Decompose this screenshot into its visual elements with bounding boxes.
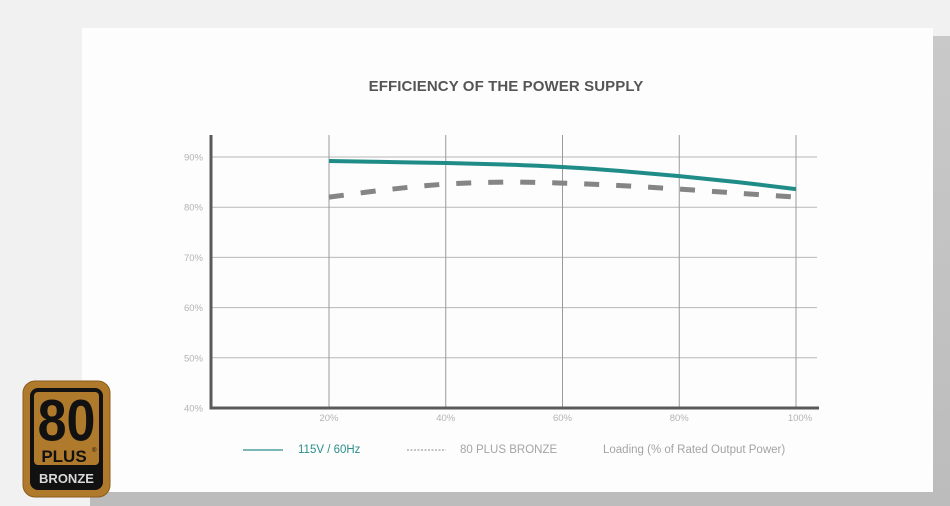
80-plus-bronze-badge: 80 PLUS ® BRONZE bbox=[22, 380, 111, 498]
x-gridlines bbox=[329, 135, 796, 408]
y-tick-label: 60% bbox=[184, 303, 204, 314]
badge-number: 80 bbox=[38, 388, 96, 453]
y-tick-label: 70% bbox=[184, 253, 204, 264]
x-tick-label: 40% bbox=[436, 413, 456, 424]
x-axis-title: Loading (% of Rated Output Power) bbox=[603, 444, 785, 456]
y-tick-label: 40% bbox=[184, 404, 204, 415]
badge-plus: PLUS bbox=[41, 447, 86, 466]
x-tick-label: 20% bbox=[319, 413, 339, 424]
x-tick-label: 60% bbox=[553, 413, 573, 424]
badge-registered: ® bbox=[92, 447, 97, 454]
badge-tier: BRONZE bbox=[39, 471, 94, 486]
legend-label-115v: 115V / 60Hz bbox=[298, 444, 360, 456]
y-tick-label: 50% bbox=[184, 353, 204, 364]
y-tick-label: 80% bbox=[184, 203, 204, 214]
y-tick-label: 90% bbox=[184, 153, 204, 164]
y-tick-labels: 40% 50% 60% 70% 80% 90% bbox=[184, 153, 204, 415]
x-tick-label: 100% bbox=[788, 413, 813, 424]
legend-label-bronze: 80 PLUS BRONZE bbox=[460, 444, 557, 456]
y-gridlines bbox=[211, 157, 817, 358]
x-tick-labels: 20% 40% 60% 80% 100% bbox=[319, 413, 812, 424]
x-tick-label: 80% bbox=[670, 413, 690, 424]
